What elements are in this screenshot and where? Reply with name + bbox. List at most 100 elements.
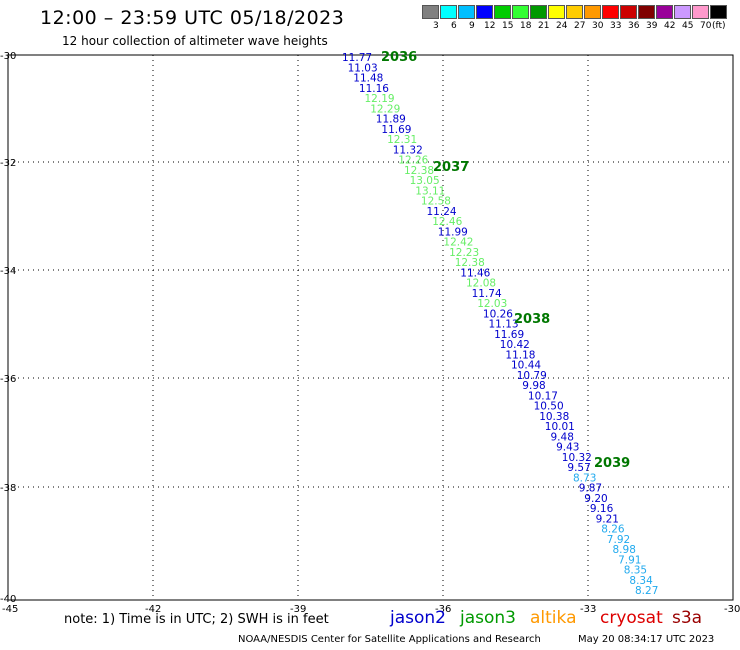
wave-height-value: 9.21 [596, 513, 619, 525]
legend-swatch [584, 5, 601, 19]
wave-height-value: 13.11 [415, 185, 445, 197]
wave-height-value: 11.46 [460, 267, 490, 279]
legend-swatch [602, 5, 619, 19]
legend-label: 12 [484, 21, 496, 31]
pass-time-label: 2039 [594, 456, 630, 471]
wave-height-value: 8.34 [629, 575, 653, 587]
wave-height-value: 12.26 [398, 155, 428, 167]
satellite-s3a: s3a [672, 608, 703, 628]
map-frame [7, 54, 734, 601]
wave-height-value: 9.20 [584, 493, 607, 505]
wave-height-value: 11.69 [381, 124, 411, 136]
wave-height-value: 11.74 [472, 288, 502, 300]
longitude-label: -45 [2, 604, 18, 615]
wave-height-value: 12.31 [387, 134, 417, 146]
latitude-label: -30 [0, 51, 16, 62]
wave-height-value: 11.16 [359, 83, 389, 95]
wave-height-value: 8.26 [601, 524, 625, 536]
latitude-label: -34 [0, 266, 16, 277]
color-legend: 3 6 9 12 15 18 21 24 27 30 33 36 39 42 45 70 (ft) [422, 5, 728, 35]
legend-labels: 3 6 9 12 15 18 21 24 27 30 33 36 39 42 45 70 (ft) [422, 21, 728, 35]
legend-swatch [674, 5, 691, 19]
legend-swatch [710, 5, 727, 19]
satellite-cryosat: cryosat [600, 608, 663, 628]
legend-label: 9 [469, 21, 475, 31]
wave-height-value: 12.19 [365, 93, 395, 105]
legend-label: 42 [664, 21, 676, 31]
generated-timestamp: May 20 08:34:17 UTC 2023 [578, 634, 715, 645]
wave-height-value: 10.38 [539, 411, 569, 423]
legend-label: 39 [646, 21, 658, 31]
wave-height-value: 11.18 [505, 349, 535, 361]
pass-time-label: 2037 [433, 160, 469, 175]
wave-height-value: 11.69 [494, 329, 524, 341]
wave-height-value: 12.38 [455, 257, 485, 269]
legend-label: (ft) [712, 21, 726, 31]
wave-height-value: 11.89 [376, 114, 406, 126]
wave-height-value: 8.98 [613, 544, 636, 556]
legend-label: 6 [451, 21, 457, 31]
legend-swatch [566, 5, 583, 19]
wave-height-value: 9.16 [590, 503, 614, 515]
wave-height-value: 10.50 [534, 401, 564, 413]
legend-swatch [530, 5, 547, 19]
latitude-label: -38 [0, 483, 16, 494]
legend-swatch [440, 5, 457, 19]
wave-height-value: 10.42 [500, 339, 530, 351]
pass-time-label: 2036 [381, 50, 417, 65]
pass-time-label: 2038 [514, 312, 550, 327]
legend-label: 18 [520, 21, 532, 31]
page-subtitle: 12 hour collection of altimeter wave hei… [62, 34, 328, 48]
wave-height-value: 10.44 [511, 360, 541, 372]
wave-height-value: 12.46 [432, 216, 462, 228]
legend-swatch [494, 5, 511, 19]
latitude-label: -40 [0, 594, 16, 605]
legend-label: 30 [592, 21, 604, 31]
legend-label: 27 [574, 21, 586, 31]
legend-label: 45 [682, 21, 694, 31]
wave-height-value: 9.48 [551, 431, 574, 443]
wave-height-value: 11.03 [348, 62, 378, 74]
legend-swatch [656, 5, 673, 19]
latitude-label: -32 [0, 158, 16, 169]
legend-swatch [458, 5, 475, 19]
wave-height-value: 12.23 [449, 247, 479, 259]
wave-height-value: 12.29 [370, 103, 400, 115]
wave-height-value: 10.26 [483, 308, 513, 320]
legend-label: 21 [538, 21, 550, 31]
wave-height-value: 13.05 [410, 175, 440, 187]
wave-height-value: 10.17 [528, 390, 558, 402]
legend-label: 24 [556, 21, 568, 31]
wave-height-value: 10.01 [545, 421, 575, 433]
wave-height-value: 11.32 [393, 144, 423, 156]
legend-swatch [692, 5, 709, 19]
legend-swatch [422, 5, 439, 19]
longitude-label: -36 [435, 604, 451, 615]
legend-label: 36 [628, 21, 640, 31]
legend-label: 33 [610, 21, 622, 31]
legend-label: 3 [433, 21, 439, 31]
legend-swatch [620, 5, 637, 19]
page-title: 12:00 – 23:59 UTC 05/18/2023 [40, 7, 345, 29]
wave-height-value: 10.79 [517, 370, 547, 382]
wave-height-value: 11.99 [438, 226, 468, 238]
wave-height-value: 7.91 [618, 554, 641, 566]
legend-swatch [638, 5, 655, 19]
longitude-label: -30 [724, 604, 740, 615]
wave-height-value: 12.08 [466, 278, 496, 290]
legend-swatch [512, 5, 529, 19]
wave-height-value: 12.38 [404, 165, 434, 177]
latitude-label: -36 [0, 374, 16, 385]
longitude-label: -39 [290, 604, 306, 615]
wave-height-value: 12.42 [443, 237, 473, 249]
wave-height-value: 11.77 [342, 52, 372, 64]
satellite-jason3: jason3 [460, 608, 516, 628]
legend-label: 70 [700, 21, 712, 31]
wave-height-value: 12.58 [421, 196, 451, 208]
satellite-altika: altika [530, 608, 577, 628]
wave-height-value: 9.87 [579, 483, 602, 495]
wave-height-value: 7.92 [607, 534, 630, 546]
wave-height-value: 11.48 [353, 73, 383, 85]
footer-note: note: 1) Time is in UTC; 2) SWH is in fe… [64, 612, 329, 627]
